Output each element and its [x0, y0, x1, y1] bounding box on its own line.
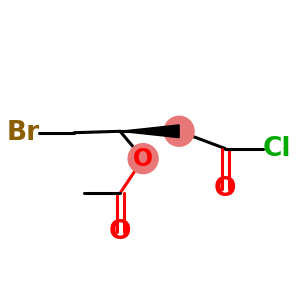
- Text: Cl: Cl: [262, 136, 291, 162]
- Circle shape: [164, 116, 194, 146]
- Text: O: O: [133, 147, 153, 171]
- Polygon shape: [120, 125, 179, 138]
- Text: O: O: [214, 176, 236, 202]
- Text: O: O: [109, 219, 131, 245]
- Text: Br: Br: [6, 120, 40, 146]
- Circle shape: [128, 144, 158, 174]
